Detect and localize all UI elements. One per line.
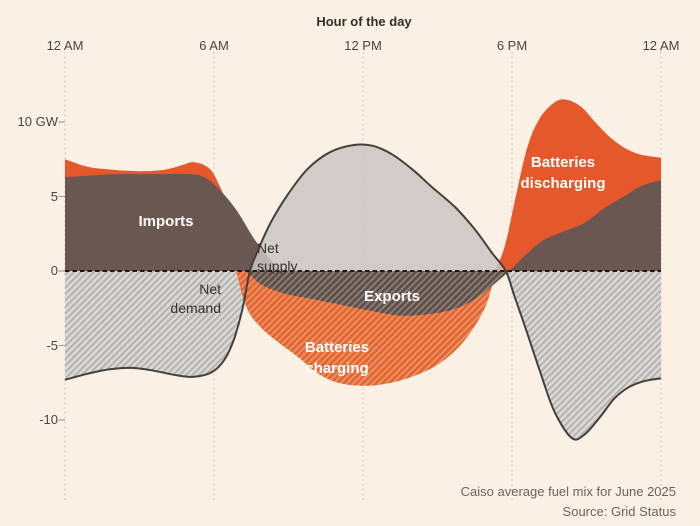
imports-evening-area	[509, 180, 661, 271]
y-tick-5: 5	[50, 189, 58, 204]
exports-area	[246, 271, 510, 316]
label-exports: Exports	[364, 288, 420, 305]
y-tick-marks	[58, 121, 65, 421]
y-tick-minus10: -10	[39, 412, 58, 427]
label-batteries-charging: Batteries charging	[304, 339, 370, 377]
x-tick-6pm: 6 PM	[496, 38, 528, 53]
chart-caption: Caiso average fuel mix for June 2025 Sou…	[461, 482, 676, 522]
net-demand-evening-area	[505, 271, 661, 440]
chart-areas	[64, 99, 662, 441]
y-tick-minus5: -5	[46, 338, 58, 353]
x-tick-12pm: 12 PM	[344, 38, 382, 53]
net-demand-morning-area	[65, 271, 250, 380]
label-net-supply: Net supply	[257, 240, 298, 274]
y-tick-0: 0	[50, 263, 58, 278]
imports-morning-area	[65, 173, 281, 271]
net-curve-outline	[64, 143, 662, 441]
x-tick-12am-left: 12 AM	[46, 38, 84, 53]
caption-title: Caiso average fuel mix for June 2025	[460, 484, 676, 499]
label-net-demand: Net demand	[170, 281, 221, 316]
caption-source: Source: Grid Status	[562, 504, 676, 519]
x-axis-title: Hour of the day	[316, 14, 412, 29]
y-tick-10gw: 10 GW	[17, 114, 58, 129]
label-batteries-discharging: Batteries discharging	[520, 154, 606, 192]
x-gridlines	[64, 52, 662, 503]
x-tick-6am: 6 AM	[199, 38, 229, 53]
x-tick-12am-right: 12 AM	[642, 38, 680, 53]
label-imports: Imports	[138, 213, 194, 230]
net-supply-area	[250, 144, 506, 271]
